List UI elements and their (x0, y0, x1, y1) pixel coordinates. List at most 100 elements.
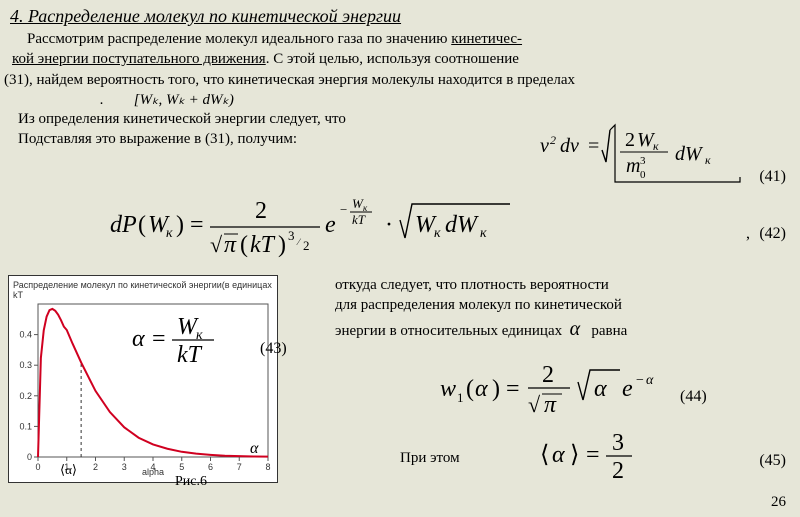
svg-text:к: к (434, 226, 441, 241)
eqnum-42: (42) (759, 225, 786, 243)
svg-text:(: ( (240, 232, 248, 258)
svg-text:6: 6 (208, 462, 213, 472)
svg-text:kT: kT (177, 342, 203, 367)
svg-text:π: π (544, 392, 557, 418)
para1-text: Рассмотрим распределение молекул идеальн… (27, 31, 451, 47)
svg-text:2: 2 (612, 458, 624, 483)
formula-44: w1(α)=2√παe−α (440, 358, 700, 423)
formula-42: dP(Wк)=2√π(kT)3⁄2e−WкkT·WкdWк (110, 190, 530, 270)
midtext-l3: энергии в относительных единицах (335, 323, 562, 339)
para2-text: . С этой целью, используя соотношение (266, 51, 519, 67)
svg-text:к: к (166, 226, 173, 241)
svg-text:2: 2 (625, 129, 635, 151)
svg-text:2: 2 (550, 133, 556, 147)
paragraph-1: Рассмотрим распределение молекул идеальн… (0, 29, 800, 49)
paragraph-2: кой энергии поступательного движения. С … (0, 49, 800, 69)
svg-text:3: 3 (288, 228, 295, 243)
alpha-axis-label: α (250, 440, 258, 458)
formula-43: α=WкkT (132, 312, 242, 373)
chart-title: Распределение молекул по кинетической эн… (13, 280, 273, 302)
svg-text:m: m (626, 155, 640, 177)
svg-text:dW: dW (675, 143, 704, 165)
para2-underline: кой энергии поступательного движения (12, 51, 266, 67)
svg-text:α: α (552, 442, 565, 468)
svg-text:⟨: ⟨ (540, 442, 549, 468)
svg-text:α: α (475, 376, 488, 402)
svg-text:dW: dW (445, 212, 479, 238)
svg-text:alpha: alpha (142, 467, 164, 477)
svg-text:2: 2 (93, 462, 98, 472)
svg-text:2: 2 (542, 362, 554, 388)
section-title: 4. Распределение молекул по кинетической… (0, 0, 800, 29)
svg-text:kT: kT (352, 212, 366, 227)
svg-text:=: = (588, 135, 599, 157)
figure-caption: Рис.6 (175, 474, 207, 490)
svg-text:α: α (132, 326, 145, 352)
svg-text:): ) (176, 212, 184, 238)
midtext-l2: для распределения молекул по кинетическо… (335, 297, 622, 313)
eqnum-43: (43) (260, 340, 287, 358)
interval-line: . [Wₖ, Wₖ + dWₖ) (0, 90, 800, 109)
svg-text:√: √ (528, 392, 541, 417)
svg-text:dv: dv (560, 135, 579, 157)
svg-text:e: e (622, 376, 633, 402)
svg-text:α: α (646, 373, 654, 388)
interval-expr: [Wₖ, Wₖ + dWₖ) (134, 92, 234, 108)
page-number: 26 (771, 494, 786, 511)
svg-text:2: 2 (303, 238, 310, 253)
eqnum-44: (44) (680, 388, 707, 406)
formula-43-svg: α=WкkT (132, 347, 242, 372)
svg-text:0: 0 (27, 452, 32, 462)
svg-text:⟩: ⟩ (570, 442, 579, 468)
formula-41: v2dv=2Wкm30dWк (540, 122, 750, 192)
svg-text:0.3: 0.3 (19, 360, 32, 370)
svg-text:·: · (385, 212, 393, 238)
pri-etom-text: При этом (400, 450, 460, 467)
formula-41-svg: v2dv=2Wкm30dWк (540, 174, 750, 191)
svg-text:α: α (594, 376, 607, 402)
svg-text:0: 0 (35, 462, 40, 472)
svg-text:3: 3 (640, 155, 646, 167)
formula-44-svg: w1(α)=2√παe−α (440, 405, 700, 422)
svg-text:к: к (705, 153, 711, 167)
paragraph-3: (31), найдем вероятность того, что кинет… (0, 70, 800, 90)
svg-text:3: 3 (122, 462, 127, 472)
svg-text:=: = (586, 442, 600, 468)
svg-text:=: = (190, 212, 204, 238)
svg-text:0.2: 0.2 (19, 391, 32, 401)
formula-42-svg: dP(Wк)=2√π(kT)3⁄2e−WкkT·WкdWк (110, 252, 530, 269)
svg-text:0.4: 0.4 (19, 330, 32, 340)
avg-alpha-label: ⟨α⟩ (60, 462, 77, 478)
comma-42: , (746, 225, 750, 243)
svg-text:e: e (325, 212, 336, 238)
svg-text:3: 3 (612, 430, 624, 456)
mid-paragraph: откуда следует, что плотность вероятност… (335, 275, 785, 343)
svg-text:): ) (492, 376, 500, 402)
svg-text:2: 2 (255, 198, 267, 224)
svg-text:к: к (480, 226, 487, 241)
svg-text:к: к (196, 328, 203, 343)
svg-text:dP: dP (110, 212, 137, 238)
svg-text:v: v (540, 135, 549, 157)
svg-text:−: − (636, 373, 644, 388)
svg-text:0.1: 0.1 (19, 421, 32, 431)
midtext-l1: откуда следует, что плотность вероятност… (335, 277, 609, 293)
svg-text:5: 5 (179, 462, 184, 472)
svg-text:(: ( (138, 212, 146, 238)
formula-45-svg: ⟨α⟩=32 (540, 470, 660, 487)
svg-text:0: 0 (640, 169, 646, 181)
svg-text:=: = (152, 326, 166, 352)
svg-text:w: w (440, 376, 456, 402)
eqnum-41: (41) (759, 168, 786, 186)
dot: . (100, 92, 104, 108)
svg-text:(: ( (466, 376, 474, 402)
svg-text:1: 1 (457, 390, 464, 405)
midtext-l3b: равна (591, 323, 627, 339)
svg-text:π: π (224, 232, 237, 258)
svg-text:к: к (653, 139, 659, 153)
svg-text:): ) (278, 232, 286, 258)
svg-text:7: 7 (237, 462, 242, 472)
svg-text:kT: kT (250, 232, 276, 258)
svg-text:⁄: ⁄ (296, 237, 302, 247)
para1-underline: кинетичес- (451, 31, 522, 47)
